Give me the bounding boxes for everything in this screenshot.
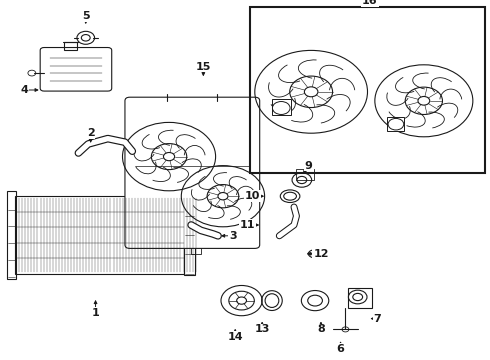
Text: 10: 10: [245, 191, 260, 201]
Text: 12: 12: [313, 249, 329, 259]
Text: 13: 13: [254, 324, 270, 334]
Bar: [15, 196, 184, 274]
Text: 4: 4: [21, 85, 28, 95]
Bar: [387, 117, 404, 131]
Bar: [184, 194, 195, 275]
Bar: [250, 7, 485, 173]
FancyBboxPatch shape: [40, 48, 112, 91]
Text: 1: 1: [92, 308, 99, 318]
Text: 2: 2: [87, 128, 95, 138]
Text: 15: 15: [196, 62, 211, 72]
Text: 9: 9: [305, 161, 313, 171]
Text: 11: 11: [240, 220, 255, 230]
Text: 14: 14: [227, 332, 243, 342]
Text: 16: 16: [362, 0, 378, 6]
Bar: [7, 191, 16, 279]
Text: 6: 6: [337, 344, 344, 354]
Bar: [191, 245, 201, 254]
Bar: [296, 169, 314, 180]
Text: 5: 5: [82, 11, 90, 21]
Bar: [272, 99, 291, 115]
Text: 7: 7: [373, 314, 381, 324]
Bar: [348, 288, 372, 308]
FancyBboxPatch shape: [125, 97, 260, 248]
Bar: [64, 42, 77, 50]
Text: 3: 3: [229, 231, 237, 241]
Text: 8: 8: [317, 324, 325, 334]
Bar: [191, 216, 201, 223]
